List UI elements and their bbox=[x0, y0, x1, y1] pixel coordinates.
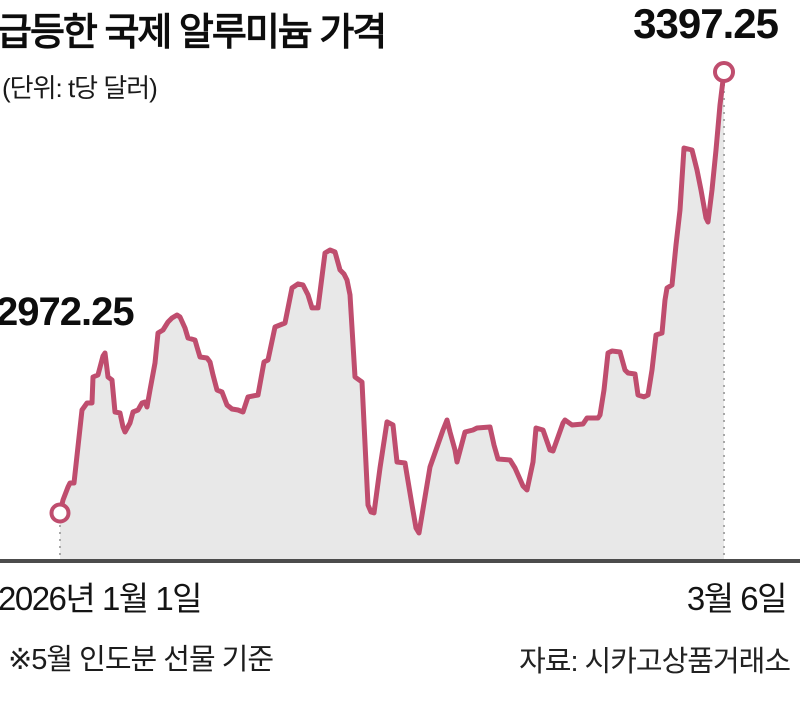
end-point-marker bbox=[713, 61, 735, 83]
footnote: ※5월 인도분 선물 기준 bbox=[8, 644, 274, 676]
chart-title: 급등한 국제 알루미늄 가격 bbox=[0, 12, 387, 54]
unit-label: (단위: t당 달러) bbox=[2, 73, 158, 103]
end-value-label: 3397.25 bbox=[633, 0, 779, 47]
source-label: 자료: 시카고상품거래소 bbox=[519, 646, 791, 678]
x-axis-start-label: 2026년 1월 1일 bbox=[0, 580, 203, 617]
price-line bbox=[57, 69, 727, 536]
price-area bbox=[60, 72, 724, 561]
start-value-label: 2972.25 bbox=[0, 290, 135, 334]
x-axis-end-label: 3월 6일 bbox=[686, 580, 788, 617]
start-point-marker bbox=[49, 502, 71, 524]
